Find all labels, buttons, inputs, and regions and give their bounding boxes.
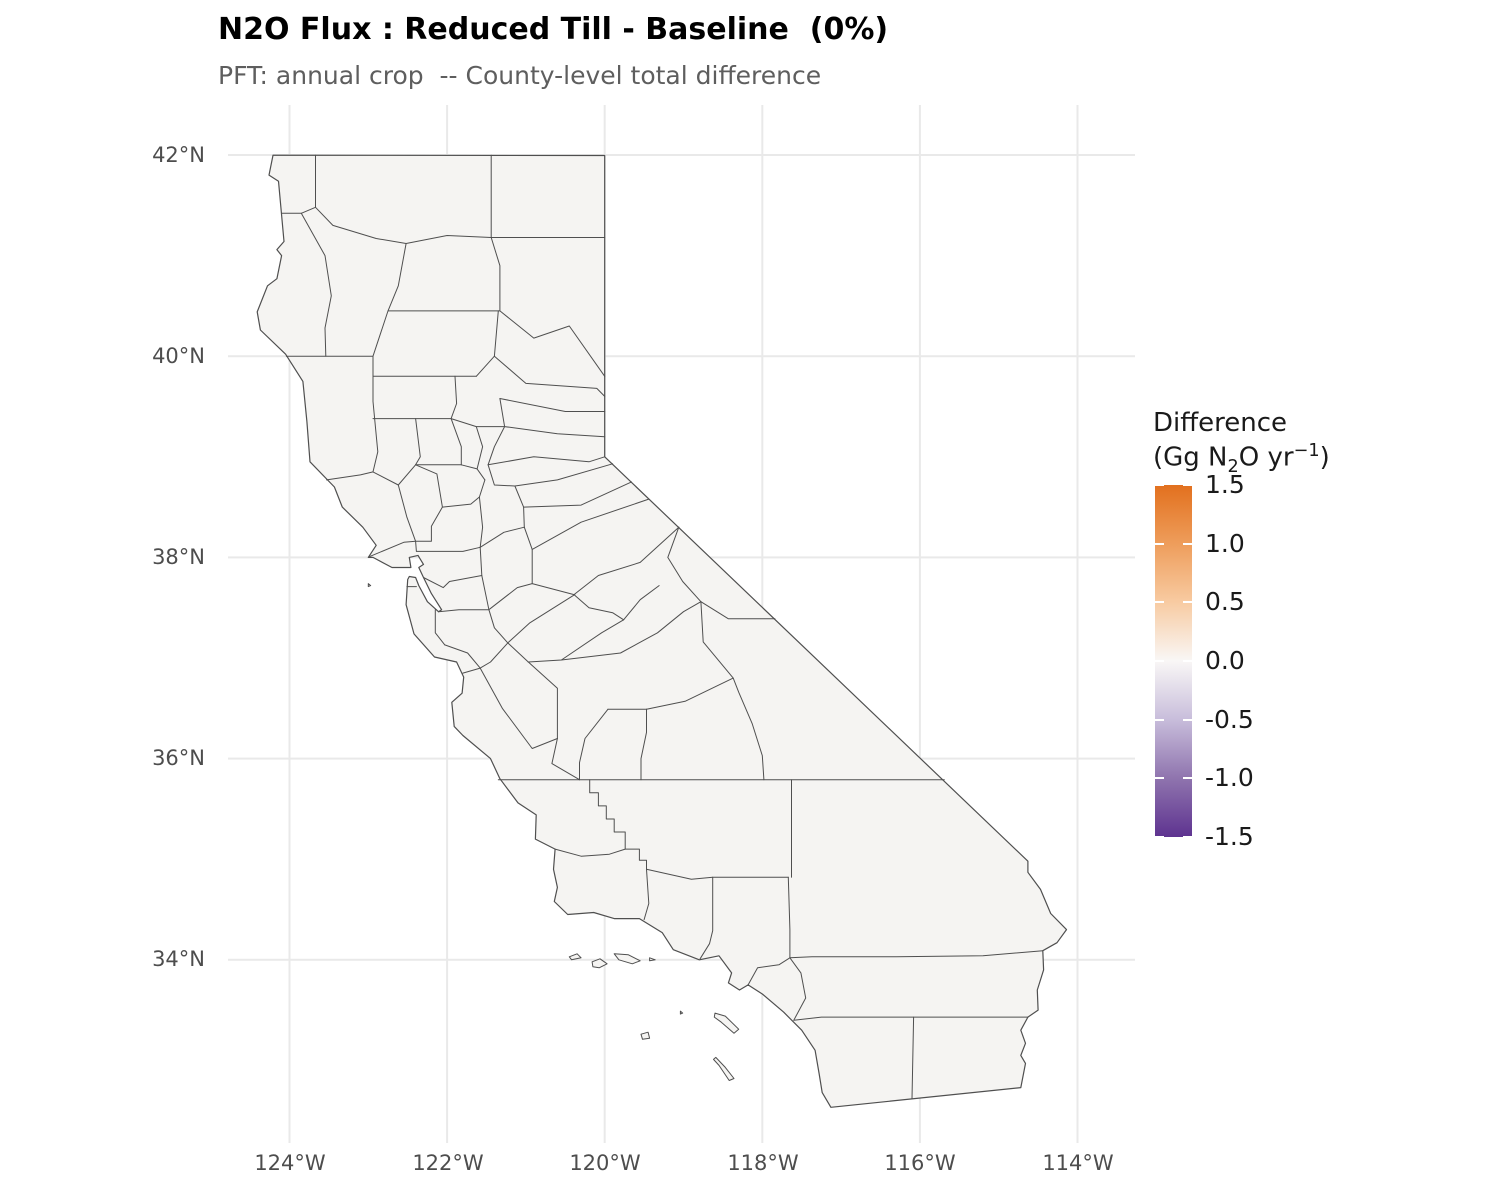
colorbar-tick — [1183, 777, 1192, 780]
california-county-map — [228, 105, 1135, 1143]
legend-unit-open: (Gg N — [1153, 442, 1228, 473]
x-tick-label: 116°W — [884, 1151, 956, 1175]
legend-unit-subscript: 2 — [1227, 456, 1239, 477]
colorbar-tick — [1155, 777, 1164, 780]
y-tick-label: 36°N — [152, 746, 205, 770]
california-state-outline — [256, 154, 1068, 1108]
colorbar-tick — [1155, 836, 1164, 838]
legend-unit-close: ) — [1319, 442, 1330, 473]
y-tick-label: 38°N — [152, 545, 205, 569]
colorbar-tick — [1183, 718, 1192, 721]
y-tick-label: 40°N — [152, 344, 205, 368]
colorbar-tick-label: 0.5 — [1205, 587, 1245, 617]
x-tick-label: 114°W — [1042, 1151, 1114, 1175]
y-tick-label: 34°N — [152, 947, 205, 971]
legend-unit-mid: O yr — [1238, 442, 1294, 473]
colorbar-tick-label: -1.5 — [1205, 822, 1254, 851]
channel-islands — [367, 583, 740, 1081]
x-tick-label: 118°W — [727, 1151, 799, 1175]
legend-units: (Gg N2O yr−1) — [1153, 441, 1330, 477]
colorbar-tick — [1155, 660, 1164, 662]
x-tick-label: 122°W — [412, 1151, 484, 1175]
plot-subtitle: PFT: annual crop -- County-level total d… — [218, 61, 822, 90]
colorbar-tick — [1183, 601, 1192, 604]
colorbar-tick — [1155, 484, 1164, 486]
colorbar-tick — [1155, 718, 1164, 721]
plot-title: N2O Flux : Reduced Till - Baseline (0%) — [218, 12, 889, 47]
colorbar-tick — [1155, 601, 1164, 604]
colorbar-tick — [1183, 484, 1192, 486]
legend-unit-superscript: −1 — [1293, 441, 1320, 461]
colorbar-tick-label: -1.0 — [1205, 763, 1254, 793]
colorbar-tick — [1183, 660, 1192, 662]
colorbar-tick-label: 0.0 — [1205, 646, 1245, 675]
x-tick-label: 124°W — [254, 1151, 326, 1175]
colorbar-tick-label: 1.0 — [1205, 528, 1245, 558]
map-panel — [228, 105, 1135, 1143]
colorbar-tick — [1183, 542, 1192, 545]
y-tick-label: 42°N — [152, 143, 205, 167]
x-tick-label: 120°W — [569, 1151, 641, 1175]
colorbar-tick-label: -0.5 — [1205, 704, 1254, 734]
legend-title: Difference — [1153, 408, 1288, 438]
legend-colorbar-group: Difference (Gg N2O yr−1) 1.5 1.0 0.5 0.0 -0.… — [1153, 408, 1483, 858]
colorbar-tick-label: 1.5 — [1205, 470, 1245, 499]
colorbar-tick — [1155, 542, 1164, 545]
colorbar-tick — [1183, 836, 1192, 838]
county-boundaries — [281, 154, 1044, 1100]
